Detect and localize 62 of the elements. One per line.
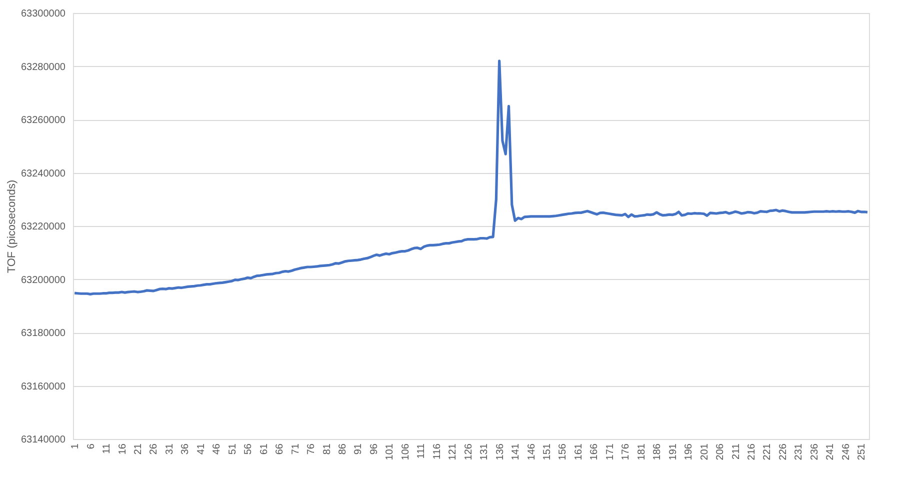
x-tick-label: 171 [604, 443, 616, 460]
x-tick-label: 91 [353, 443, 364, 455]
x-tick-label: 231 [794, 443, 805, 460]
x-tick-label: 51 [227, 443, 238, 455]
x-tick-label: 141 [510, 443, 522, 460]
x-tick-label: 136 [494, 443, 506, 460]
x-tick-label: 126 [463, 443, 474, 460]
x-tick-label: 76 [306, 443, 318, 455]
y-tick-label: 63300000 [21, 8, 66, 20]
x-tick-label: 236 [809, 443, 820, 460]
x-tick-label: 66 [274, 443, 286, 455]
x-tick-label: 156 [558, 443, 569, 460]
x-tick-label: 191 [668, 443, 679, 460]
x-tick-label: 26 [148, 443, 160, 455]
x-tick-label: 1 [70, 443, 82, 450]
x-tick-label: 151 [542, 443, 554, 460]
x-tick-label: 21 [133, 443, 144, 455]
x-tick-label: 196 [684, 443, 695, 460]
x-tick-label: 251 [856, 443, 868, 460]
y-tick-label: 63160000 [21, 381, 66, 392]
x-tick-label: 181 [636, 443, 648, 460]
x-tick-label: 46 [212, 443, 223, 455]
x-tick-label: 31 [164, 443, 176, 455]
x-tick-label: 61 [258, 443, 270, 455]
x-tick-label: 146 [526, 443, 538, 460]
y-axis-title: TOF (picoseconds) [6, 180, 18, 274]
y-tick-label: 63180000 [21, 328, 66, 339]
x-tick-label: 121 [448, 443, 459, 460]
x-tick-label: 71 [290, 443, 302, 455]
x-tick-label: 11 [102, 443, 113, 454]
y-tick-label: 63140000 [21, 434, 66, 446]
x-tick-label: 201 [699, 443, 710, 460]
x-tick-label: 86 [338, 443, 349, 455]
y-tick-label: 63240000 [21, 168, 66, 180]
x-tick-label: 41 [196, 443, 207, 455]
x-tick-label: 241 [825, 443, 836, 460]
x-tick-label: 81 [322, 443, 333, 455]
x-tick-label: 221 [762, 443, 774, 460]
x-tick-label: 216 [746, 443, 758, 460]
x-tick-label: 131 [479, 443, 490, 460]
x-tick-label: 106 [400, 443, 412, 460]
y-tick-label: 63280000 [21, 62, 66, 73]
x-tick-label: 206 [715, 443, 726, 460]
x-tick-label: 16 [117, 443, 128, 455]
x-tick-label: 6 [86, 443, 97, 450]
y-tick-label: 63220000 [21, 222, 66, 232]
x-tick-label: 116 [432, 443, 443, 460]
line-series [73, 60, 869, 296]
x-tick-label: 186 [652, 443, 664, 460]
x-tick-label: 246 [840, 443, 852, 460]
x-tick-label: 111 [416, 443, 428, 459]
x-tick-label: 36 [180, 443, 192, 455]
x-tick-label: 101 [384, 443, 396, 460]
x-tick-label: 166 [589, 443, 600, 460]
x-tick-label: 176 [620, 443, 632, 460]
x-tick-label: 226 [778, 443, 789, 460]
x-tick-label: 161 [573, 443, 584, 460]
y-tick-label: 63200000 [21, 274, 66, 286]
x-tick-label: 96 [368, 443, 380, 455]
x-tick-label: 211 [730, 443, 742, 460]
x-tick-label: 56 [243, 443, 254, 455]
y-tick-label: 63260000 [21, 115, 66, 126]
